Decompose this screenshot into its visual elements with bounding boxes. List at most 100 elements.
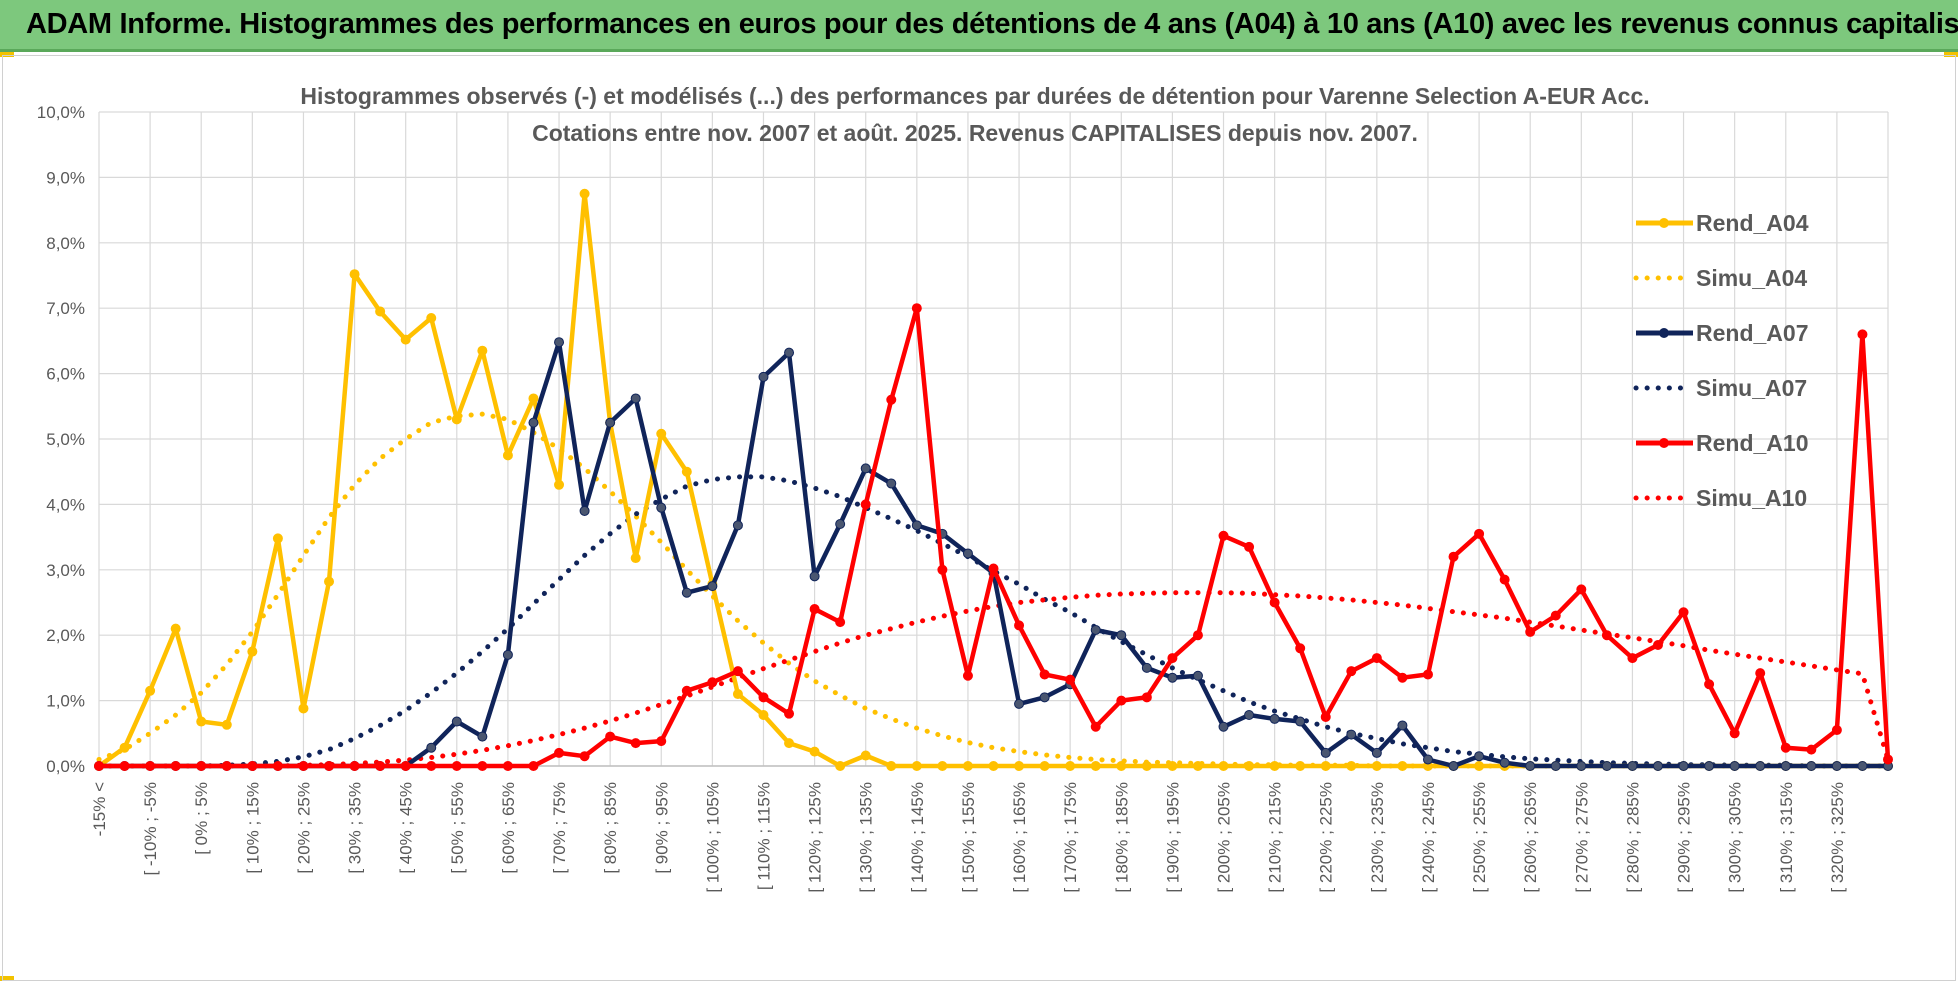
legend-item-simu_a07: Simu_A07 <box>1633 375 1807 401</box>
series-line <box>99 339 1888 769</box>
data-point <box>1320 761 1331 771</box>
data-point <box>1755 668 1766 679</box>
data-point <box>1397 672 1408 683</box>
data-point <box>1269 713 1280 724</box>
data-point <box>1627 653 1638 664</box>
y-tick-label: 7,0% <box>46 299 85 318</box>
data-point <box>1116 761 1127 771</box>
chart-title-line-2: Cotations entre nov. 2007 et août. 2025.… <box>532 120 1418 146</box>
series-lines <box>94 188 1893 771</box>
data-point <box>247 761 258 771</box>
x-tick-label: [ 250% ; 255% <box>1470 782 1489 893</box>
data-point <box>1141 662 1152 673</box>
data-point <box>298 761 309 771</box>
legend-label: Rend_A07 <box>1696 320 1808 346</box>
data-point <box>1244 541 1255 552</box>
x-tick-label: -15% < <box>90 782 109 836</box>
x-tick-label: [ 180% ; 185% <box>1112 782 1131 893</box>
x-tick-label: [ -10% ; -5% <box>141 782 160 876</box>
data-point <box>1576 584 1587 595</box>
data-point <box>1371 747 1382 758</box>
data-point <box>1320 747 1331 758</box>
data-point <box>1550 761 1561 771</box>
legend-item-rend_a04: Rend_A04 <box>1636 210 1809 236</box>
legend-marker <box>1659 218 1669 228</box>
data-point <box>1014 620 1025 631</box>
data-point <box>1346 729 1357 740</box>
data-point <box>1167 653 1178 664</box>
x-tick-label: [ 240% ; 245% <box>1419 782 1438 893</box>
data-point <box>579 505 590 516</box>
x-tick-label: [ 60% ; 65% <box>499 782 518 874</box>
data-point <box>1831 761 1842 771</box>
x-tick-label: [ 220% ; 225% <box>1317 782 1336 893</box>
data-point <box>630 393 641 404</box>
data-point <box>1474 751 1485 762</box>
data-point <box>1883 754 1893 765</box>
legend-marker <box>1659 438 1669 448</box>
y-tick-label: 6,0% <box>46 365 85 384</box>
data-point <box>809 746 820 757</box>
data-point <box>630 738 641 749</box>
x-tick-label: [ 0% ; 5% <box>192 782 211 855</box>
data-point <box>1141 761 1152 771</box>
data-point <box>707 677 718 688</box>
data-point <box>1857 329 1868 340</box>
x-tick-label: [ 120% ; 125% <box>806 782 825 893</box>
data-point <box>784 738 795 749</box>
data-point <box>1090 721 1101 732</box>
data-point <box>911 303 922 314</box>
data-point <box>247 646 258 657</box>
x-tick-label: [ 160% ; 165% <box>1010 782 1029 893</box>
data-point <box>477 731 488 742</box>
data-point <box>451 414 462 425</box>
header-bar: ADAM Informe. Histogrammes des performan… <box>0 0 1958 52</box>
data-point <box>937 761 948 771</box>
legend-label: Rend_A04 <box>1696 210 1809 236</box>
data-point <box>656 736 667 747</box>
data-point <box>962 761 973 771</box>
data-point <box>630 553 641 564</box>
series-simu_a07 <box>96 474 1891 769</box>
data-point <box>1525 626 1536 637</box>
data-point <box>758 709 769 720</box>
data-point <box>145 761 156 771</box>
data-point <box>528 761 539 771</box>
data-point <box>656 502 667 513</box>
data-point <box>170 761 181 771</box>
data-point <box>1141 692 1152 703</box>
data-point <box>1371 761 1382 771</box>
data-point <box>426 761 437 771</box>
data-point <box>1244 761 1255 771</box>
data-point <box>1499 757 1510 768</box>
data-point <box>1346 666 1357 677</box>
data-point <box>1346 761 1357 771</box>
data-point <box>1652 761 1663 771</box>
data-point <box>1295 716 1306 727</box>
legend-label: Simu_A10 <box>1696 485 1807 511</box>
x-tick-label: [ 270% ; 275% <box>1572 782 1591 893</box>
data-point <box>579 751 590 762</box>
x-tick-label: [ 40% ; 45% <box>397 782 416 874</box>
data-point <box>1525 761 1536 771</box>
y-tick-label: 4,0% <box>46 495 85 514</box>
data-point <box>196 761 207 771</box>
data-point <box>1627 761 1638 771</box>
x-tick-label: [ 30% ; 35% <box>346 782 365 874</box>
data-point <box>707 581 718 592</box>
y-tick-label: 9,0% <box>46 168 85 187</box>
data-point <box>400 334 411 345</box>
data-point <box>1192 670 1203 681</box>
data-point <box>886 761 897 771</box>
series-line <box>96 590 1891 769</box>
series-simu_a10 <box>96 590 1891 769</box>
data-point <box>145 685 156 696</box>
data-point <box>681 685 692 696</box>
data-point <box>1780 761 1791 771</box>
x-tick-label: [ 190% ; 195% <box>1163 782 1182 893</box>
data-point <box>860 750 871 761</box>
data-point <box>1269 597 1280 608</box>
legend-label: Simu_A07 <box>1696 375 1807 401</box>
legend-label: Simu_A04 <box>1696 265 1807 291</box>
series-line <box>99 305 1891 769</box>
